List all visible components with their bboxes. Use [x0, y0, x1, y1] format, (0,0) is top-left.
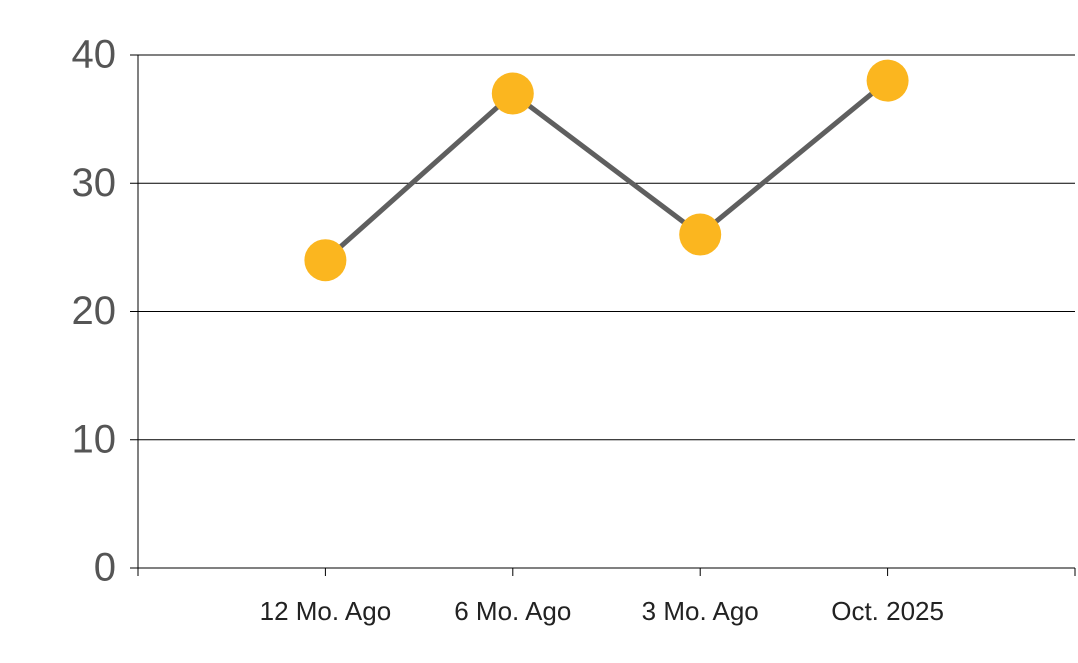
y-tick-label: 40	[72, 33, 117, 77]
y-tick-label: 10	[72, 417, 117, 461]
series-line	[323, 78, 890, 263]
y-tick-label: 0	[94, 546, 116, 590]
x-tick-label: 6 Mo. Ago	[454, 596, 571, 626]
y-tick-label: 30	[72, 161, 117, 205]
x-tick-label: 12 Mo. Ago	[260, 596, 392, 626]
y-tick-label: 20	[72, 289, 117, 333]
marker	[866, 59, 909, 102]
marker	[491, 72, 534, 115]
x-tick-label: Oct. 2025	[831, 596, 944, 626]
marker	[304, 239, 347, 282]
x-tick-label: 3 Mo. Ago	[642, 596, 759, 626]
marker	[679, 213, 722, 256]
